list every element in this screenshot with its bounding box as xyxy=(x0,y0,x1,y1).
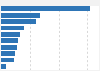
Bar xyxy=(1,45,17,50)
Bar xyxy=(1,58,14,62)
Bar xyxy=(1,6,90,11)
Bar xyxy=(1,19,36,24)
Bar xyxy=(1,64,6,69)
Bar xyxy=(1,26,24,30)
Bar xyxy=(1,51,15,56)
Bar xyxy=(1,38,18,43)
Bar xyxy=(1,32,20,37)
Bar xyxy=(1,13,40,18)
